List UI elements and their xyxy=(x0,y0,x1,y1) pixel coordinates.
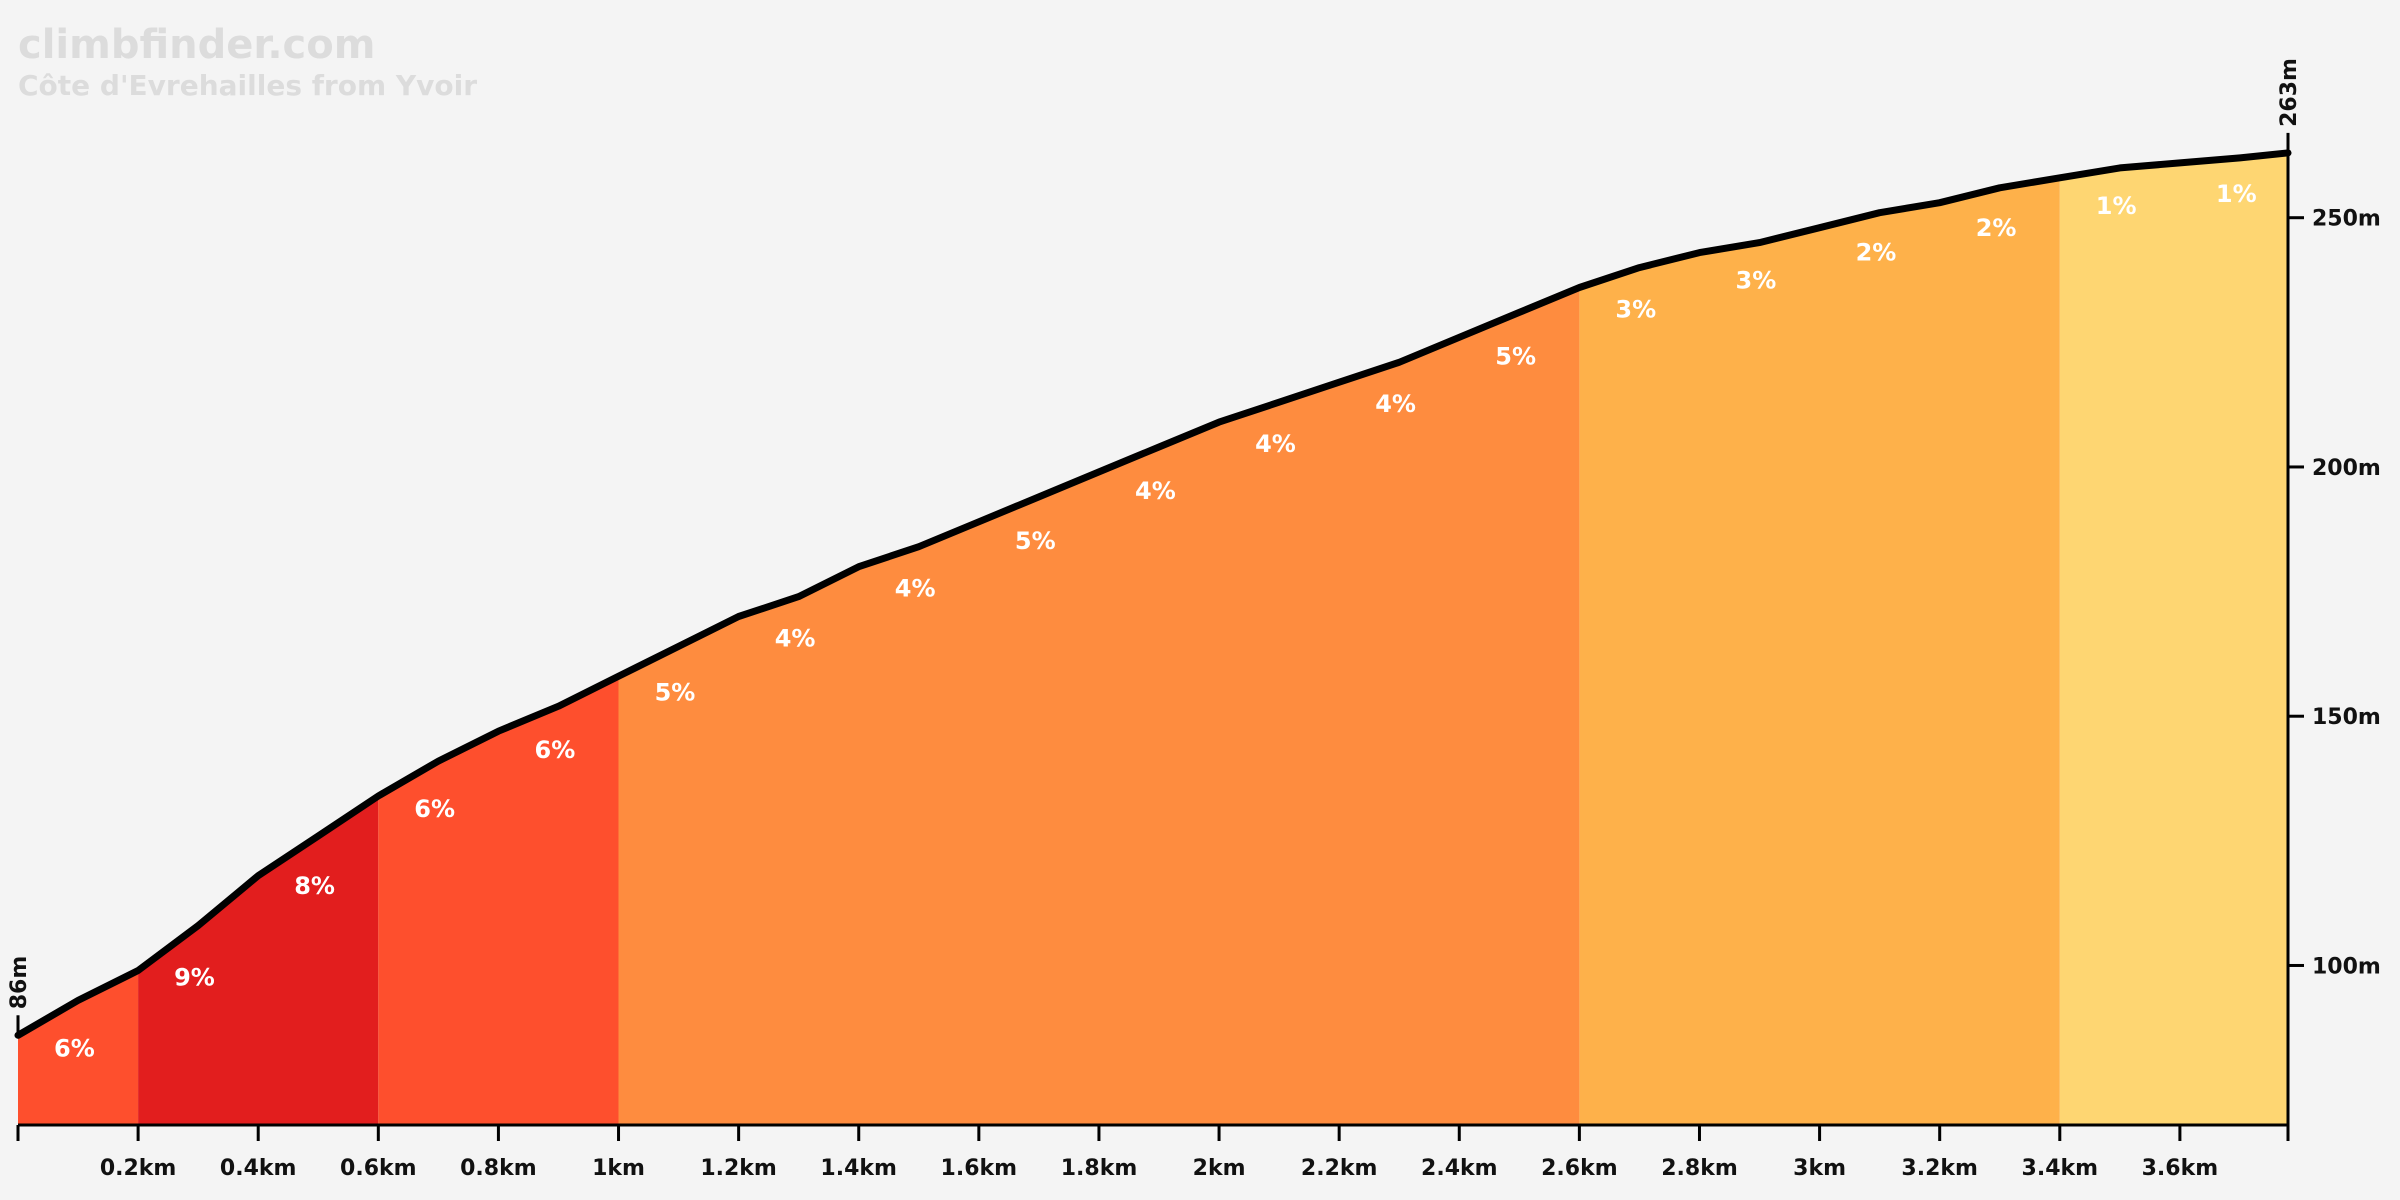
gradient-segment-4 xyxy=(618,287,1580,1125)
grade-label-7: 4% xyxy=(775,625,816,653)
y-tick-label-2: 150m xyxy=(2312,705,2381,730)
gradient-segment-1 xyxy=(18,970,139,1125)
grade-label-4: 6% xyxy=(414,795,455,823)
gradient-segment-2 xyxy=(138,796,379,1125)
x-tick-label-1: 0.2km xyxy=(100,1156,177,1181)
grade-label-16: 2% xyxy=(1856,239,1897,267)
grade-label-10: 4% xyxy=(1135,477,1176,505)
gradient-segment-6 xyxy=(2059,152,2288,1125)
grade-label-14: 3% xyxy=(1615,296,1656,324)
x-tick-label-8: 1.6km xyxy=(941,1156,1018,1181)
x-tick-label-14: 2.8km xyxy=(1661,1156,1738,1181)
grade-labels: 6% 9% 8% 6% 6% 5% 4% 4% 5% 4% 4% 4% 5% 3% 3% 2% 2% 1% 1% xyxy=(54,180,2257,1062)
x-tick-label-17: 3.4km xyxy=(2022,1156,2099,1181)
grade-label-5: 6% xyxy=(535,736,576,764)
grade-label-1: 6% xyxy=(54,1034,95,1062)
end-elevation-label: 263m xyxy=(2277,58,2302,127)
x-tick-label-6: 1.2km xyxy=(700,1156,777,1181)
grade-label-13: 5% xyxy=(1495,342,1536,370)
grade-label-6: 5% xyxy=(655,678,696,706)
x-tick-label-10: 2km xyxy=(1193,1156,1246,1181)
grade-label-8: 4% xyxy=(895,575,936,603)
x-tick-label-7: 1.4km xyxy=(820,1156,897,1181)
gradient-segments xyxy=(18,152,2288,1126)
x-tick-label-2: 0.4km xyxy=(220,1156,297,1181)
y-tick-label-1: 100m xyxy=(2312,955,2381,980)
grade-label-3: 8% xyxy=(294,872,335,900)
axes: 0.2km 0.4km 0.6km 0.8km 1km 1.2km 1.4km 1.6km 1.… xyxy=(7,58,2381,1181)
gradient-segment-5 xyxy=(1579,177,2060,1126)
grade-label-12: 4% xyxy=(1375,390,1416,418)
grade-label-17: 2% xyxy=(1976,214,2017,242)
x-tick-label-16: 3.2km xyxy=(1901,1156,1978,1181)
grade-label-9: 5% xyxy=(1015,527,1056,555)
grade-label-19: 1% xyxy=(2216,180,2257,208)
x-tick-label-11: 2.2km xyxy=(1301,1156,1378,1181)
watermark-site: climbfinder.com xyxy=(18,22,375,68)
x-tick-label-12: 2.4km xyxy=(1421,1156,1498,1181)
profile-line-group xyxy=(14,149,2292,1039)
grade-label-2: 9% xyxy=(174,964,215,992)
x-tick-label-4: 0.8km xyxy=(460,1156,537,1181)
grade-label-15: 3% xyxy=(1736,267,1777,295)
profile-line xyxy=(14,149,2292,1039)
x-tick-label-18: 3.6km xyxy=(2142,1156,2219,1181)
y-tick-label-4: 250m xyxy=(2312,207,2381,232)
start-elevation-label: 86m xyxy=(7,956,32,1010)
x-tick-label-5: 1km xyxy=(592,1156,645,1181)
x-tick-label-15: 3km xyxy=(1793,1156,1846,1181)
watermark-climb-name: Côte d'Evrehailles from Yvoir xyxy=(18,69,477,102)
x-tick-label-13: 2.6km xyxy=(1541,1156,1618,1181)
gradient-segment-3 xyxy=(378,676,619,1125)
grade-label-11: 4% xyxy=(1255,430,1296,458)
grade-label-18: 1% xyxy=(2096,192,2137,220)
x-tick-label-3: 0.6km xyxy=(340,1156,417,1181)
y-tick-label-3: 200m xyxy=(2312,456,2381,481)
x-tick-label-9: 1.8km xyxy=(1061,1156,1138,1181)
